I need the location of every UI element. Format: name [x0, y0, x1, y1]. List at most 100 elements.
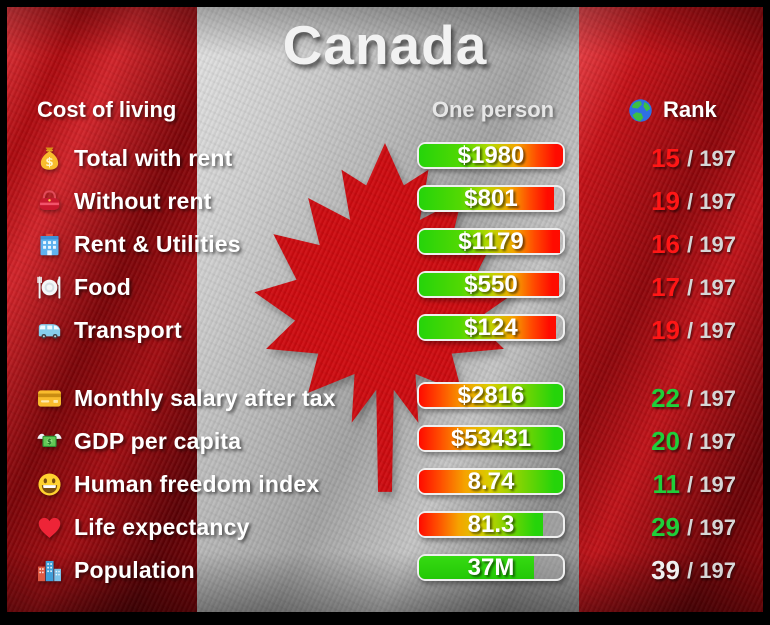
rank-total: / 197: [687, 317, 736, 343]
value-bar-fill: [419, 316, 556, 339]
canada-flag-background: [7, 7, 763, 612]
value-bar-fill: [419, 427, 563, 450]
value-bar-fill: [419, 470, 563, 493]
value-bar-fill: [419, 556, 535, 579]
row-label: Total with rent: [74, 145, 233, 171]
value-bar: $2816: [417, 382, 565, 409]
row-value: $124: [464, 313, 518, 341]
row-rank: 19 / 197: [647, 180, 736, 223]
row-label: Monthly salary after tax: [74, 385, 336, 411]
rank-total: / 197: [687, 471, 736, 497]
row-label-cell: Life expectancy: [36, 506, 250, 549]
value-bar-fill: [419, 273, 559, 296]
stat-row: Food $550 17 / 197: [7, 266, 763, 309]
row-rank: 17 / 197: [647, 266, 736, 309]
row-label-cell: $ GDP per capita: [36, 420, 241, 463]
van-icon: [36, 317, 63, 344]
row-rank: 16 / 197: [647, 223, 736, 266]
row-value: $53431: [450, 424, 532, 452]
rank-number: 15: [651, 143, 680, 173]
row-rank: 11 / 197: [647, 463, 736, 506]
value-bar: 81.3: [417, 511, 565, 538]
row-label-cell: Population: [36, 549, 195, 592]
row-label-cell: Human freedom index: [36, 463, 319, 506]
money-bag-icon: $: [36, 145, 63, 172]
food-icon: [36, 274, 63, 301]
row-rank: 29 / 197: [647, 506, 736, 549]
value-bar: 37M: [417, 554, 565, 581]
stat-row: Rent & Utilities $1179 16 / 197: [7, 223, 763, 266]
value-bar: $1179: [417, 228, 565, 255]
stat-row: Population 37M 39 / 197: [7, 549, 763, 592]
city-icon: [36, 557, 63, 584]
section-general-stats: Monthly salary after tax $2816 22 / 197 …: [7, 377, 763, 592]
rank-number: 19: [651, 186, 680, 216]
value-bar-fill: [419, 513, 543, 536]
row-label-cell: Monthly salary after tax: [36, 377, 336, 420]
row-rank: 20 / 197: [647, 420, 736, 463]
row-label-cell: Food: [36, 266, 131, 309]
rank-number: 19: [651, 315, 680, 345]
row-label-cell: Without rent: [36, 180, 212, 223]
row-rank: 22 / 197: [647, 377, 736, 420]
row-label: Life expectancy: [74, 514, 250, 540]
value-bar-fill: [419, 187, 555, 210]
row-label: Food: [74, 274, 131, 300]
flag-red-band-right: [579, 7, 763, 612]
value-bar-fill: [419, 384, 563, 407]
purse-icon: [36, 188, 63, 215]
row-label: Without rent: [74, 188, 212, 214]
rank-number: 16: [651, 229, 680, 259]
rank-total: / 197: [687, 514, 736, 540]
rank-number: 29: [651, 512, 680, 542]
value-bar-fill: [419, 144, 563, 167]
globe-icon: [627, 97, 654, 124]
row-label: Transport: [74, 317, 182, 343]
row-label-cell: Rent & Utilities: [36, 223, 241, 266]
money-wings-icon: $: [36, 428, 63, 455]
stat-row: Monthly salary after tax $2816 22 / 197: [7, 377, 763, 420]
row-label: Population: [74, 557, 195, 583]
row-value: $1179: [458, 227, 524, 255]
row-value: 37M: [467, 553, 515, 581]
rank-number: 11: [652, 469, 681, 499]
rank-total: / 197: [687, 428, 736, 454]
row-label: Rent & Utilities: [74, 231, 241, 257]
rank-total: / 197: [687, 145, 736, 171]
row-value: $550: [464, 270, 518, 298]
column-header-row: Cost of living One person Rank: [7, 94, 763, 126]
row-rank: 19 / 197: [647, 309, 736, 352]
svg-text:$: $: [45, 155, 53, 169]
svg-text:$: $: [47, 438, 52, 446]
row-value: $2816: [457, 381, 525, 409]
row-rank: 39 / 197: [647, 549, 736, 592]
rank-total: / 197: [687, 385, 736, 411]
building-icon: [36, 231, 63, 258]
stat-row: Transport $124 19 / 197: [7, 309, 763, 352]
row-label: Human freedom index: [74, 471, 320, 497]
stat-row: $ Total with rent $1980 15 / 197: [7, 137, 763, 180]
page-title: Canada: [282, 14, 488, 76]
section-cost-of-living: $ Total with rent $1980 15 / 197 Without…: [7, 137, 763, 352]
row-value: $1980: [457, 141, 525, 169]
smiley-icon: [36, 471, 63, 498]
column-header-cost-of-living: Cost of living: [37, 97, 177, 122]
value-bar: $53431: [417, 425, 565, 452]
rank-total: / 197: [687, 557, 736, 583]
credit-card-icon: [36, 385, 63, 412]
row-value: $801: [464, 184, 518, 212]
stat-row: Human freedom index 8.74 11 / 197: [7, 463, 763, 506]
row-label-cell: $ Total with rent: [36, 137, 232, 180]
row-label: GDP per capita: [74, 428, 242, 454]
row-value: 81.3: [467, 510, 515, 538]
value-bar: $124: [417, 314, 565, 341]
heart-icon: [36, 514, 63, 541]
stat-row: Without rent $801 19 / 197: [7, 180, 763, 223]
flag-red-band-left: [7, 7, 197, 612]
value-bar: 8.74: [417, 468, 565, 495]
value-bar: $1980: [417, 142, 565, 169]
stat-rows-container: $ Total with rent $1980 15 / 197 Without…: [7, 137, 763, 592]
rank-number: 22: [651, 383, 680, 413]
rank-number: 17: [651, 272, 680, 302]
